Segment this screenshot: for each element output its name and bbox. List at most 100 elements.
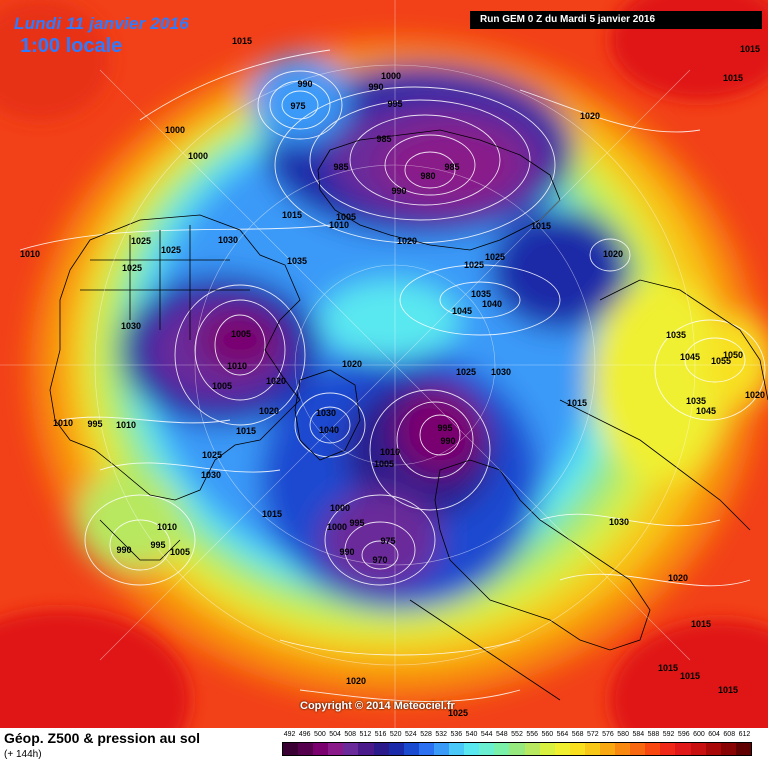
isobar-label: 980 <box>420 171 436 181</box>
isobar-label: 1045 <box>451 306 473 316</box>
isobar-label: 995 <box>387 99 403 109</box>
isobar-label: 1030 <box>200 470 222 480</box>
isobar-label: 1040 <box>318 425 340 435</box>
isobar-label: 995 <box>87 419 103 429</box>
isobar-label: 1050 <box>722 350 744 360</box>
scale-label: 592 <box>662 731 675 738</box>
scale-swatch <box>388 743 404 755</box>
scale-swatch <box>509 743 525 755</box>
isobar-label: 1015 <box>530 221 552 231</box>
isobar-label: 1020 <box>258 406 280 416</box>
isobar-label: 1030 <box>120 321 142 331</box>
scale-swatch <box>418 743 434 755</box>
scale-swatch <box>283 743 299 755</box>
isobar-label: 1000 <box>380 71 402 81</box>
isobar-label: 1000 <box>329 503 351 513</box>
isobar-label: 1015 <box>657 663 679 673</box>
scale-swatch <box>494 743 510 755</box>
isobar-label: 1020 <box>396 236 418 246</box>
isobar-label: 1005 <box>335 212 357 222</box>
isobar-label: 970 <box>372 555 388 565</box>
scale-swatch <box>479 743 495 755</box>
isobar-label: 1040 <box>481 299 503 309</box>
scale-label: 588 <box>647 731 660 738</box>
isobar-label: 990 <box>297 79 313 89</box>
isobar-label: 1025 <box>455 367 477 377</box>
scale-label: 600 <box>693 731 705 738</box>
scale-swatch <box>403 743 419 755</box>
scale-label: 504 <box>329 731 341 738</box>
isobar-label: 1015 <box>235 426 257 436</box>
isobar-label: 1010 <box>19 249 41 259</box>
scale-label: 604 <box>708 731 720 738</box>
scale-label: 568 <box>571 731 584 738</box>
isobar-label: 1015 <box>261 509 283 519</box>
isobar-label: 1015 <box>566 398 588 408</box>
scale-label: 580 <box>617 731 629 738</box>
scale-swatch <box>464 743 480 755</box>
scale-label: 572 <box>586 731 599 738</box>
isobar-label: 1020 <box>602 249 624 259</box>
scale-swatch <box>539 743 555 755</box>
scale-label: 500 <box>314 731 326 738</box>
color-scale-labels: 492 496 500 504 508 512 516 520 524 528 532 536 540 5… <box>282 731 752 741</box>
scale-label: 520 <box>389 731 402 738</box>
lead-time: (+ 144h) <box>4 749 42 760</box>
isobar-label: 1025 <box>201 450 223 460</box>
isobar-label: 1005 <box>230 329 252 339</box>
isobar-label: 995 <box>349 518 365 528</box>
isobar-label: 995 <box>150 540 166 550</box>
isobar-label: 1030 <box>608 517 630 527</box>
scale-swatch <box>298 743 314 755</box>
geopotential-map-canvas <box>0 0 768 728</box>
isobar-label: 995 <box>437 423 453 433</box>
isobar-label: 1035 <box>470 289 492 299</box>
isobar-label: 1005 <box>169 547 191 557</box>
isobar-label: 1015 <box>281 210 303 220</box>
scale-swatch <box>524 743 540 755</box>
isobar-label: 1025 <box>130 236 152 246</box>
isobar-label: 1035 <box>286 256 308 266</box>
isobar-label: 1000 <box>187 151 209 161</box>
isobar-label: 1025 <box>463 260 485 270</box>
scale-label: 552 <box>511 731 523 738</box>
isobar-label: 1025 <box>121 263 143 273</box>
color-scale-bar <box>282 742 752 756</box>
scale-swatch <box>433 743 450 755</box>
isobar-label: 1010 <box>379 447 401 457</box>
isobar-label: 990 <box>391 186 407 196</box>
scale-label: 532 <box>435 731 448 738</box>
isobar-label: 1030 <box>217 235 239 245</box>
isobar-label: 1015 <box>690 619 712 629</box>
forecast-date: Lundi 11 janvier 2016 <box>14 14 189 33</box>
isobar-label: 990 <box>116 545 132 555</box>
isobar-label: 1055 <box>710 356 732 366</box>
scale-label: 556 <box>526 731 538 738</box>
isobar-label: 1020 <box>744 390 766 400</box>
model-run-label: Run GEM 0 Z du Mardi 5 janvier 2016 <box>470 11 762 29</box>
isobar-label: 985 <box>444 162 460 172</box>
scale-label: 548 <box>495 731 508 738</box>
isobar-label: 1005 <box>211 381 233 391</box>
isobar-label: 1025 <box>160 245 182 255</box>
isobar-label: 990 <box>440 436 456 446</box>
isobar-label: 1015 <box>717 685 739 695</box>
scale-swatch <box>373 743 389 755</box>
isobar-label: 1020 <box>341 359 363 369</box>
isobar-label: 1025 <box>484 252 506 262</box>
scale-swatch <box>660 743 676 755</box>
isobar-label: 975 <box>290 101 306 111</box>
scale-label: 540 <box>465 731 478 738</box>
isobar-label: 1015 <box>722 73 744 83</box>
isobar-label: 1020 <box>667 573 689 583</box>
scale-swatch <box>449 743 465 755</box>
isobar-label: 985 <box>376 134 392 144</box>
field-title: Géop. Z500 & pression au sol <box>4 730 201 746</box>
isobar-label: 1000 <box>164 125 186 135</box>
scale-label: 536 <box>450 731 463 738</box>
isobar-label: 990 <box>339 547 355 557</box>
scale-label: 512 <box>359 731 372 738</box>
scale-label: 496 <box>298 731 311 738</box>
scale-label: 508 <box>344 731 357 738</box>
